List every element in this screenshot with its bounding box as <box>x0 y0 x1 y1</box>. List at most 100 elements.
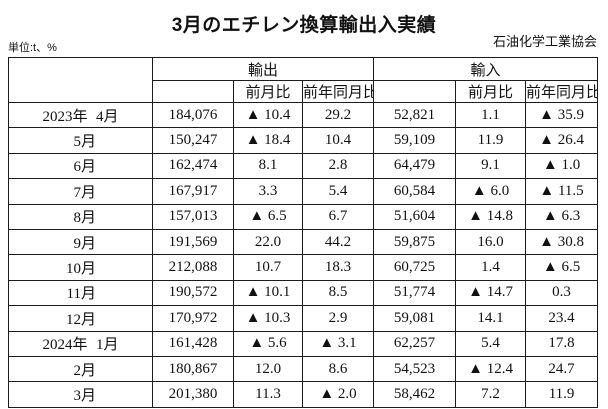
import-value-cell: 59,875 <box>373 228 457 256</box>
export-yoy-header: 前年同月比 <box>301 80 375 103</box>
export-mom-cell: ▲ 18.4 <box>233 127 303 154</box>
export-value-cell: 167,917 <box>152 178 234 205</box>
import-yoy-cell: ▲ 26.4 <box>525 127 599 154</box>
export-yoy-cell: 18.3 <box>301 254 375 281</box>
month-label: 6月 <box>73 159 96 176</box>
import-value-cell: 64,479 <box>373 152 457 180</box>
month-cell: 2024年 1月 <box>8 330 153 357</box>
group-header-import: 輸入 <box>373 57 599 81</box>
import-value-cell: 60,725 <box>373 254 457 281</box>
table-row: 8月 157,013 ▲ 6.5 6.7 51,604 ▲ 14.8 ▲ 6.3 <box>8 203 599 230</box>
month-cell: 5月 <box>8 127 153 154</box>
export-yoy-cell: 2.8 <box>301 152 375 180</box>
month-column-header <box>8 57 153 103</box>
table-row: 2023年 4月 184,076 ▲ 10.4 29.2 52,821 1.1 ▲… <box>8 101 599 129</box>
table-row: 7月 167,917 3.3 5.4 60,584 ▲ 6.0 ▲ 11.5 <box>8 178 599 205</box>
import-value-cell: 60,584 <box>373 178 457 205</box>
import-value-cell: 52,821 <box>373 101 457 129</box>
month-label: 4月 <box>95 108 119 125</box>
import-yoy-cell: ▲ 11.5 <box>525 178 599 205</box>
month-label: 10月 <box>65 261 96 278</box>
month-label: 8月 <box>73 210 96 227</box>
import-yoy-cell: 24.7 <box>525 355 599 383</box>
ethylene-trade-table: 輸出 輸入 前月比 前年同月比 前月比 前年同月比 2023年 4月 184,07… <box>8 57 599 408</box>
import-yoy-cell: ▲ 35.9 <box>525 101 599 129</box>
import-mom-cell: ▲ 12.4 <box>455 355 527 383</box>
month-label: 11月 <box>66 286 96 303</box>
month-cell: 6月 <box>8 152 153 180</box>
month-label: 2月 <box>73 362 96 379</box>
export-value-cell: 157,013 <box>152 203 234 230</box>
import-yoy-header: 前年同月比 <box>525 80 599 103</box>
unit-note: 単位:t、% <box>8 42 57 54</box>
export-mom-cell: 8.1 <box>233 152 303 180</box>
table-row: 11月 190,572 ▲ 10.1 8.5 51,774 ▲ 14.7 0.3 <box>8 279 599 307</box>
sub-header-row: 前月比 前年同月比 前月比 前年同月比 <box>9 80 599 103</box>
import-value-header <box>373 80 457 103</box>
import-value-cell: 51,774 <box>373 279 457 307</box>
month-cell: 7月 <box>8 178 153 205</box>
import-value-cell: 54,523 <box>373 355 457 383</box>
import-yoy-cell: 23.4 <box>525 305 599 332</box>
import-mom-cell: 1.4 <box>455 254 527 281</box>
import-mom-cell: 7.2 <box>455 381 527 408</box>
import-yoy-cell: ▲ 30.8 <box>525 228 599 256</box>
month-cell: 9月 <box>8 228 153 256</box>
month-label: 5月 <box>73 134 96 151</box>
export-value-cell: 201,380 <box>152 381 234 408</box>
import-value-cell: 58,462 <box>373 381 457 408</box>
table-row: 2月 180,867 12.0 8.6 54,523 ▲ 12.4 24.7 <box>8 355 599 383</box>
table-row: 10月 212,088 10.7 18.3 60,725 1.4 ▲ 6.5 <box>8 254 599 281</box>
import-mom-cell: 16.0 <box>455 228 527 256</box>
import-mom-cell: ▲ 14.8 <box>455 203 527 230</box>
export-yoy-cell: 29.2 <box>301 101 375 129</box>
import-value-cell: 59,109 <box>373 127 457 154</box>
import-mom-header: 前月比 <box>455 80 527 103</box>
month-label: 9月 <box>73 235 96 252</box>
export-value-cell: 150,247 <box>152 127 234 154</box>
export-mom-cell: 10.7 <box>233 254 303 281</box>
month-cell: 8月 <box>8 203 153 230</box>
year-label: 2023年 <box>42 108 88 125</box>
month-cell: 3月 <box>8 381 153 408</box>
export-mom-cell: 3.3 <box>233 178 303 205</box>
month-cell: 12月 <box>8 305 153 332</box>
import-value-cell: 51,604 <box>373 203 457 230</box>
export-value-cell: 170,972 <box>152 305 234 332</box>
month-cell: 2023年 4月 <box>8 101 153 129</box>
import-yoy-cell: ▲ 6.3 <box>525 203 599 230</box>
export-mom-cell: 12.0 <box>233 355 303 383</box>
export-yoy-cell: 6.7 <box>301 203 375 230</box>
table-row: 5月 150,247 ▲ 18.4 10.4 59,109 11.9 ▲ 26.… <box>8 127 599 154</box>
import-yoy-cell: ▲ 6.5 <box>525 254 599 281</box>
import-mom-cell: 11.9 <box>455 127 527 154</box>
month-cell: 10月 <box>8 254 153 281</box>
export-mom-cell: ▲ 10.1 <box>233 279 303 307</box>
export-yoy-cell: 8.6 <box>301 355 375 383</box>
import-mom-cell: 1.1 <box>455 101 527 129</box>
month-label: 1月 <box>95 337 119 354</box>
import-yoy-cell: 11.9 <box>525 381 599 408</box>
export-value-cell: 191,569 <box>152 228 234 256</box>
export-value-cell: 184,076 <box>152 101 234 129</box>
export-yoy-cell: 44.2 <box>301 228 375 256</box>
month-label: 12月 <box>65 311 96 328</box>
import-mom-cell: ▲ 6.0 <box>455 178 527 205</box>
export-mom-cell: ▲ 10.3 <box>233 305 303 332</box>
export-yoy-cell: 8.5 <box>301 279 375 307</box>
import-value-cell: 62,257 <box>373 330 457 357</box>
year-label: 2024年 <box>42 337 88 354</box>
import-mom-cell: 5.4 <box>455 330 527 357</box>
table-row: 6月 162,474 8.1 2.8 64,479 9.1 ▲ 1.0 <box>8 152 599 180</box>
export-value-cell: 180,867 <box>152 355 234 383</box>
month-cell: 11月 <box>8 279 153 307</box>
import-yoy-cell: 17.8 <box>525 330 599 357</box>
table-row: 9月 191,569 22.0 44.2 59,875 16.0 ▲ 30.8 <box>8 228 599 256</box>
export-value-header <box>152 80 234 103</box>
group-header-export: 輸出 <box>151 57 375 81</box>
export-value-cell: 212,088 <box>152 254 234 281</box>
table-row: 12月 170,972 ▲ 10.3 2.9 59,081 14.1 23.4 <box>8 305 599 332</box>
export-mom-cell: ▲ 5.6 <box>233 330 303 357</box>
export-mom-cell: 11.3 <box>233 381 303 408</box>
